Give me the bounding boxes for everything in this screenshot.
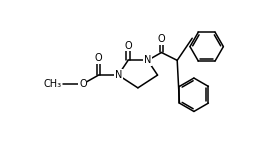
Text: CH₃: CH₃ xyxy=(43,79,61,89)
Text: N: N xyxy=(144,55,151,65)
Text: O: O xyxy=(124,41,132,51)
Text: O: O xyxy=(95,53,102,63)
Text: O: O xyxy=(158,34,165,44)
Text: O: O xyxy=(79,79,87,89)
Text: N: N xyxy=(115,70,122,80)
